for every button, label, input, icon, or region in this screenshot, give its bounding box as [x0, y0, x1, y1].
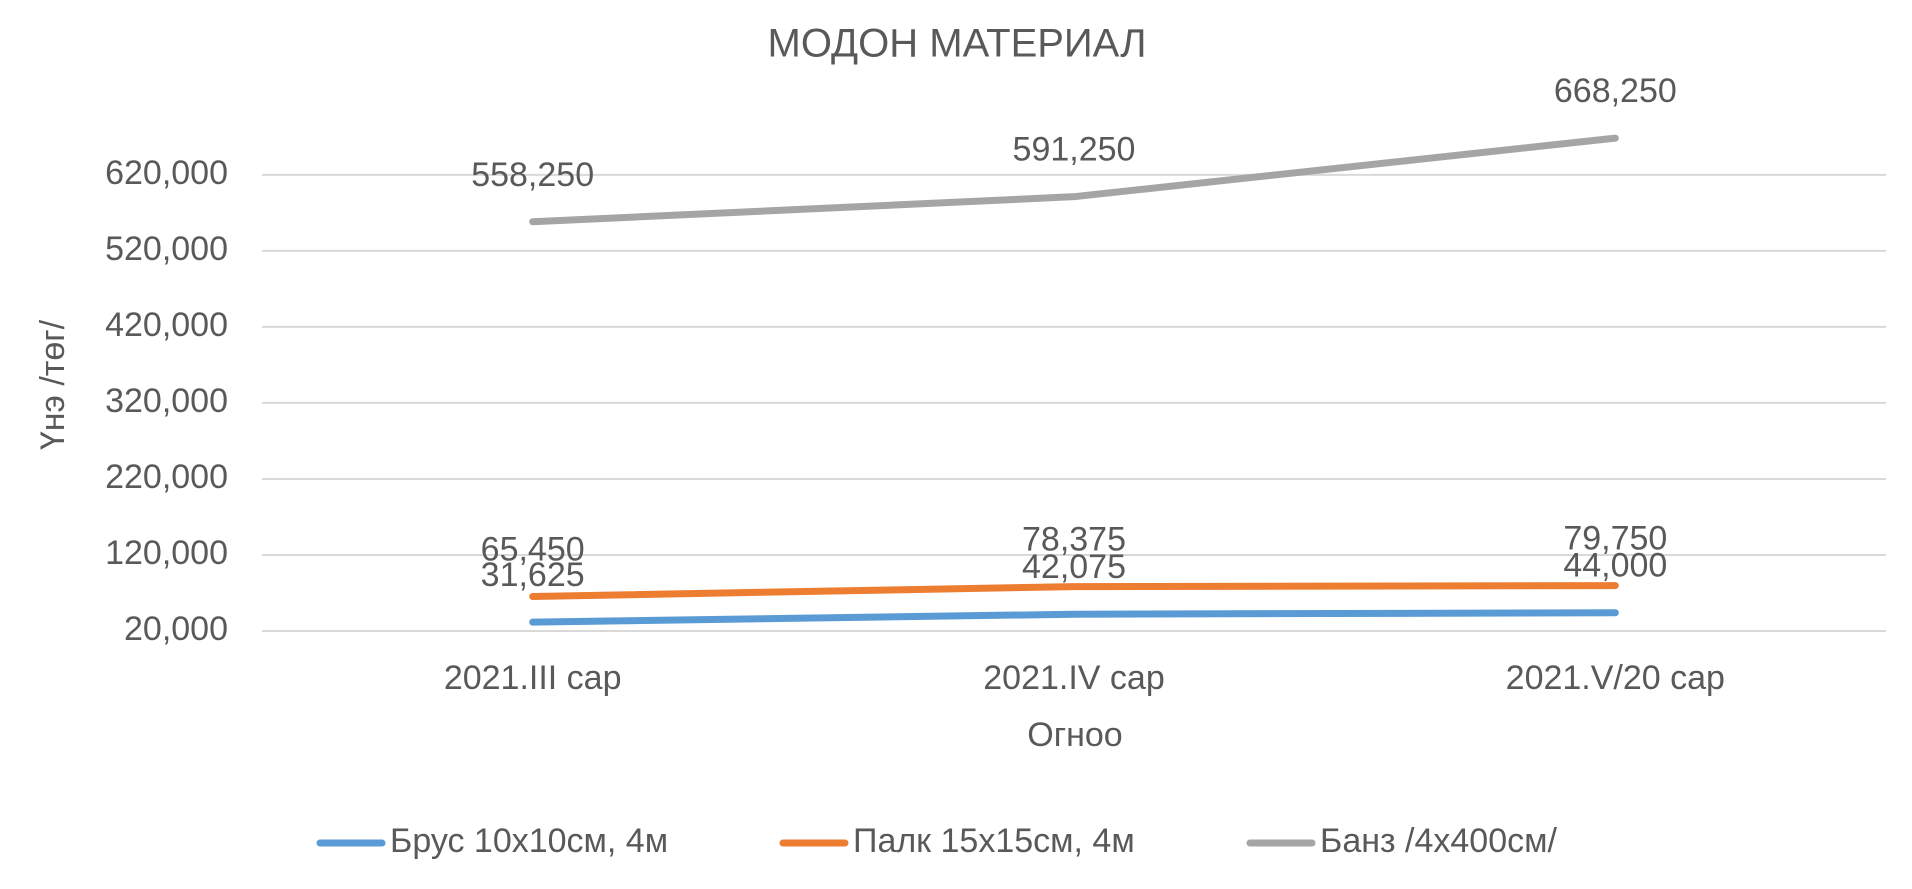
legend-label: Палк 15х15см, 4м — [853, 822, 1135, 860]
legend-label: Брус 10х10см, 4м — [390, 822, 668, 860]
y-tick-label: 120,000 — [105, 534, 228, 572]
legend-label: Банз /4х400см/ — [1320, 822, 1557, 860]
series-line — [529, 134, 1619, 226]
data-label: 44,000 — [1563, 547, 1667, 585]
y-tick-label: 620,000 — [105, 154, 228, 192]
y-tick-label: 520,000 — [105, 230, 228, 268]
y-tick-label: 220,000 — [105, 458, 228, 496]
y-axis-title: Үнэ /төг/ — [34, 319, 72, 450]
data-label: 31,625 — [481, 556, 585, 594]
x-tick-label: 2021.V/20 сар — [1506, 659, 1725, 697]
x-tick-label: 2021.IV сар — [983, 659, 1164, 697]
data-label: 668,250 — [1554, 72, 1677, 110]
x-axis-title: Огноо — [1027, 716, 1122, 754]
data-label: 42,075 — [1022, 548, 1126, 586]
data-label: 558,250 — [471, 156, 594, 194]
y-tick-label: 20,000 — [124, 610, 228, 648]
series-line — [529, 609, 1619, 626]
chart-title: МОДОН МАТЕРИАЛ — [768, 22, 1147, 66]
data-label: 78,375 — [1022, 521, 1126, 559]
data-label: 591,250 — [1013, 131, 1136, 169]
y-tick-label: 320,000 — [105, 382, 228, 420]
data-label: 65,450 — [481, 530, 585, 568]
x-tick-label: 2021.III сар — [444, 659, 622, 697]
y-tick-label: 420,000 — [105, 306, 228, 344]
series-line — [529, 582, 1619, 600]
data-label: 79,750 — [1563, 520, 1667, 558]
